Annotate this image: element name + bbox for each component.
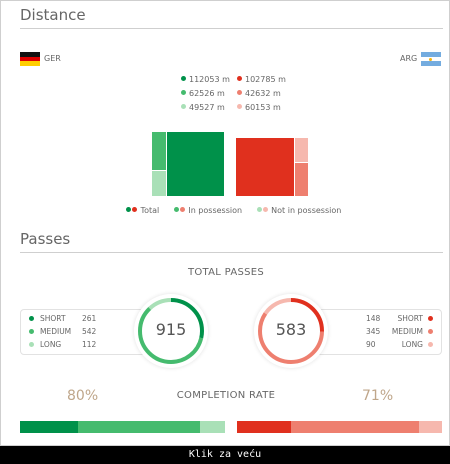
away-completion-medium-segment (291, 421, 419, 433)
stats-panel: Distance GER ARG 112053 m 62526 m 49527 … (0, 0, 450, 446)
away-in-possession-distance: 42632 m (237, 89, 281, 98)
argentina-flag-icon (421, 52, 441, 66)
click-to-enlarge-link[interactable]: Klik za veću (0, 446, 450, 464)
distance-legend: Total In possession Not in possession (126, 206, 353, 215)
home-total-distance: 112053 m (181, 75, 230, 84)
home-not-in-possession-distance: 49527 m (181, 103, 225, 112)
away-long-value: 90 (366, 340, 376, 349)
home-medium-label: MEDIUM (40, 327, 72, 336)
home-completion-medium-segment (78, 421, 200, 433)
total-passes-title: TOTAL PASSES (187, 267, 265, 278)
home-in-possession-value: 62526 m (189, 89, 225, 98)
away-short-passes: 148 SHORT (366, 314, 436, 323)
away-long-label: LONG (401, 340, 423, 349)
away-short-label: SHORT (397, 314, 423, 323)
away-medium-label: MEDIUM (391, 327, 423, 336)
away-total-distance: 102785 m (237, 75, 286, 84)
away-team-code: ARG (400, 54, 418, 63)
home-long-passes: LONG 112 (29, 340, 96, 349)
home-completion-rate: 80% (67, 388, 99, 404)
distance-title: Distance (20, 6, 86, 24)
home-completion-short-segment (20, 421, 78, 433)
home-not-in-possession-box (152, 171, 166, 196)
legend-total: Total (126, 206, 159, 215)
away-medium-passes: 345 MEDIUM (366, 327, 436, 336)
home-medium-value: 542 (82, 327, 97, 336)
away-completion-short-segment (237, 421, 291, 433)
home-team-code: GER (44, 54, 61, 63)
away-long-passes: 90 LONG (366, 340, 436, 349)
home-long-value: 112 (82, 340, 97, 349)
home-short-value: 261 (82, 314, 97, 323)
legend-total-label: Total (140, 206, 160, 215)
away-in-possession-box (295, 138, 308, 162)
germany-flag-icon (20, 52, 40, 66)
away-not-in-possession-box (295, 163, 308, 196)
home-not-in-possession-value: 49527 m (189, 103, 225, 112)
passes-title: Passes (20, 230, 71, 248)
away-medium-value: 345 (366, 327, 381, 336)
home-passes-donut: 915 (134, 294, 208, 368)
away-completion-rate: 71% (362, 388, 394, 404)
completion-rate-title: COMPLETION RATE (176, 390, 276, 401)
home-total-box (167, 132, 224, 196)
home-in-possession-distance: 62526 m (181, 89, 225, 98)
legend-in-possession: In possession (173, 206, 243, 215)
legend-not-in-possession-label: Not in possession (271, 206, 342, 215)
away-total-box (236, 138, 294, 196)
home-in-possession-box (152, 132, 166, 170)
home-short-passes: SHORT 261 (29, 314, 96, 323)
home-passes-breakdown (20, 309, 150, 355)
home-total-distance-value: 112053 m (189, 75, 230, 84)
home-long-label: LONG (40, 340, 62, 349)
legend-not-in-possession: Not in possession (256, 206, 342, 215)
home-passes-total: 915 (155, 320, 187, 339)
home-medium-passes: MEDIUM 542 (29, 327, 96, 336)
away-passes-total: 583 (275, 320, 307, 339)
away-total-distance-value: 102785 m (245, 75, 286, 84)
distance-divider (20, 28, 443, 29)
away-completion-long-segment (419, 421, 442, 433)
home-completion-long-segment (200, 421, 225, 433)
away-not-in-possession-distance: 60153 m (237, 103, 281, 112)
away-short-value: 148 (366, 314, 381, 323)
legend-in-possession-label: In possession (188, 206, 243, 215)
away-not-in-possession-value: 60153 m (245, 103, 281, 112)
away-completion-bar (237, 421, 442, 433)
home-short-label: SHORT (40, 314, 66, 323)
home-completion-bar (20, 421, 225, 433)
away-in-possession-value: 42632 m (245, 89, 281, 98)
passes-divider (20, 252, 443, 253)
away-passes-donut: 583 (254, 294, 328, 368)
